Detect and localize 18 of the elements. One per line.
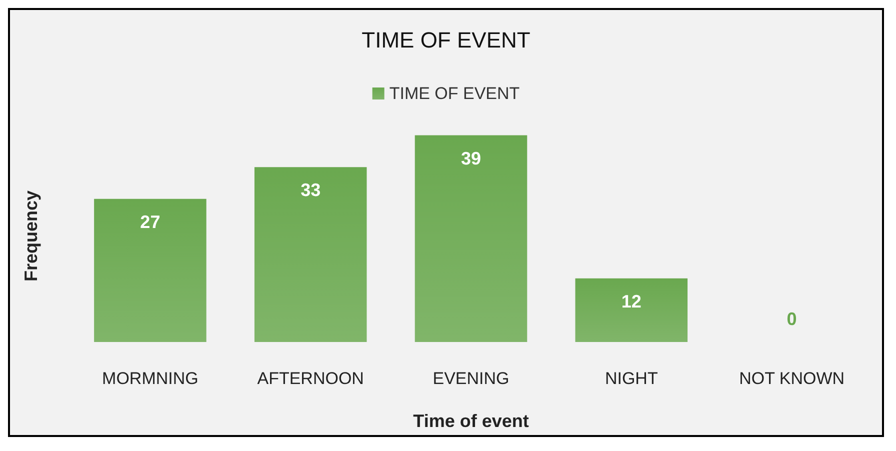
y-axis-title: Frequency — [21, 190, 41, 282]
x-tick-label: NIGHT — [604, 369, 658, 388]
data-label: 0 — [786, 309, 797, 329]
bar — [254, 167, 367, 342]
data-label: 12 — [621, 291, 642, 312]
x-tick-label: AFTERNOON — [257, 369, 364, 388]
legend-label: TIME OF EVENT — [389, 84, 520, 103]
data-label: 39 — [460, 148, 482, 168]
x-tick-label: NOT KNOWN — [739, 369, 845, 388]
x-tick-label: EVENING — [432, 369, 510, 388]
data-label: 27 — [140, 212, 160, 232]
bar — [94, 198, 206, 342]
chart-title: TIME OF EVENT — [362, 28, 530, 52]
x-axis-title: Time of event — [413, 411, 529, 431]
bar — [575, 278, 688, 342]
x-tick-label: MORMNING — [102, 369, 198, 388]
bar — [414, 135, 528, 342]
data-label: 33 — [300, 180, 321, 200]
